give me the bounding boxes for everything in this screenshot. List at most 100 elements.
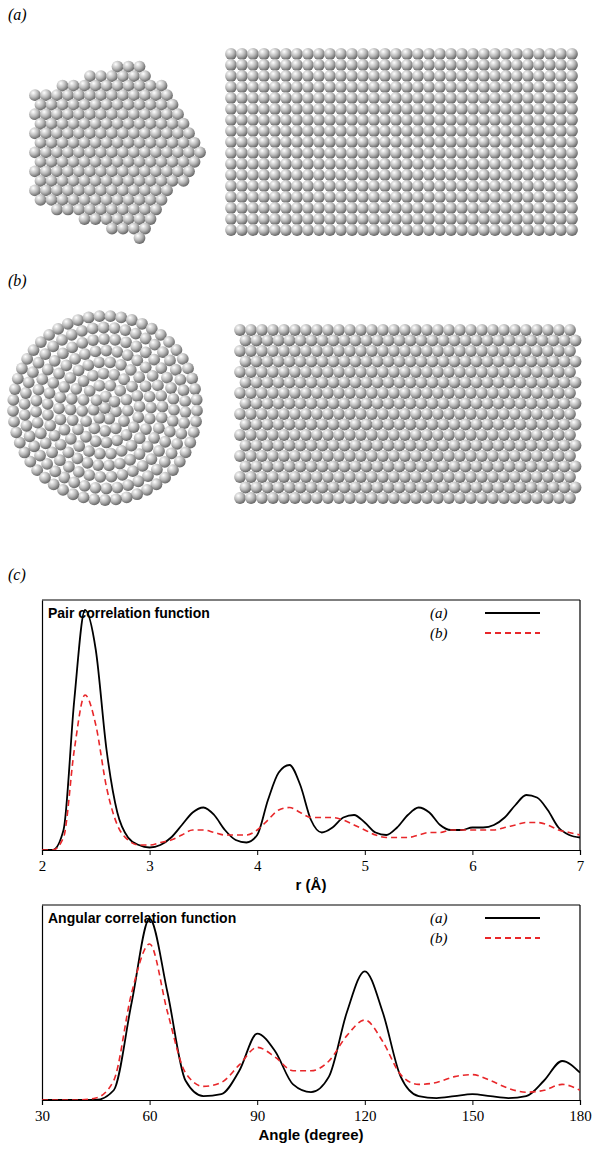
atom (423, 92, 435, 104)
atom (99, 425, 111, 437)
atom (544, 59, 556, 71)
atom (394, 440, 406, 452)
atom (291, 114, 303, 126)
atom (313, 125, 325, 137)
atom (372, 419, 384, 431)
atom (493, 482, 505, 494)
atom (421, 471, 433, 483)
atom (182, 362, 194, 374)
atom (280, 136, 292, 148)
atom (291, 136, 303, 148)
atom (225, 147, 237, 159)
atom (394, 377, 406, 389)
atom (498, 429, 510, 441)
atom (410, 345, 422, 357)
atom (240, 335, 252, 347)
atom (101, 345, 113, 357)
atom (258, 81, 270, 93)
atom (482, 482, 494, 494)
atom (350, 461, 362, 473)
atom (269, 125, 281, 137)
atom (179, 406, 191, 418)
atom (394, 356, 406, 368)
atom (467, 125, 479, 137)
atom (251, 482, 263, 494)
atom (291, 213, 303, 225)
atom (531, 429, 543, 441)
atom (98, 333, 110, 345)
atom (544, 147, 556, 159)
atom (357, 92, 369, 104)
atom (83, 312, 95, 324)
atom (460, 440, 472, 452)
atom (280, 147, 292, 159)
atom (313, 136, 325, 148)
atom (313, 158, 325, 170)
atom (500, 114, 512, 126)
atom (460, 356, 472, 368)
atom (405, 419, 417, 431)
atom (225, 59, 237, 71)
legend-label: (b) (430, 930, 448, 947)
atom (482, 419, 494, 431)
atom (467, 147, 479, 159)
atom (247, 169, 259, 181)
atom (544, 180, 556, 192)
atom (443, 366, 455, 378)
atom (247, 213, 259, 225)
atom (401, 169, 413, 181)
atom (236, 114, 248, 126)
atom (515, 377, 527, 389)
atom (357, 191, 369, 203)
atom (511, 92, 523, 104)
atom (438, 335, 450, 347)
atom (399, 408, 411, 420)
atom (317, 461, 329, 473)
atom (269, 224, 281, 236)
atom (267, 366, 279, 378)
atom (284, 356, 296, 368)
atom (445, 59, 457, 71)
atom (465, 408, 477, 420)
x-tick: 150 (462, 1100, 485, 1124)
atom (412, 92, 424, 104)
atom (379, 48, 391, 60)
atom (423, 202, 435, 214)
atom (421, 492, 433, 504)
atom (273, 335, 285, 347)
atom (144, 413, 156, 425)
atom (258, 180, 270, 192)
atom (289, 345, 301, 357)
atom (280, 213, 292, 225)
atom (333, 492, 345, 504)
atom (379, 114, 391, 126)
atom (372, 335, 384, 347)
atom (251, 377, 263, 389)
atom (289, 450, 301, 462)
atom (412, 213, 424, 225)
atom (132, 475, 144, 487)
atom (379, 202, 391, 214)
atom (236, 224, 248, 236)
atom (262, 440, 274, 452)
atom (498, 408, 510, 420)
atom (306, 335, 318, 347)
atom (82, 457, 94, 469)
atom (401, 81, 413, 93)
frame (42, 599, 580, 600)
atom (317, 482, 329, 494)
atom (511, 48, 523, 60)
chart-title: Angular correlation function (48, 910, 236, 926)
atom (449, 335, 461, 347)
atom (533, 59, 545, 71)
atom (190, 416, 202, 428)
atom (432, 450, 444, 462)
atom (476, 387, 488, 399)
atom (366, 471, 378, 483)
atom (482, 398, 494, 410)
atom (346, 103, 358, 115)
atom (542, 345, 554, 357)
atom (438, 398, 450, 410)
atom (155, 390, 167, 402)
atom (564, 324, 576, 336)
